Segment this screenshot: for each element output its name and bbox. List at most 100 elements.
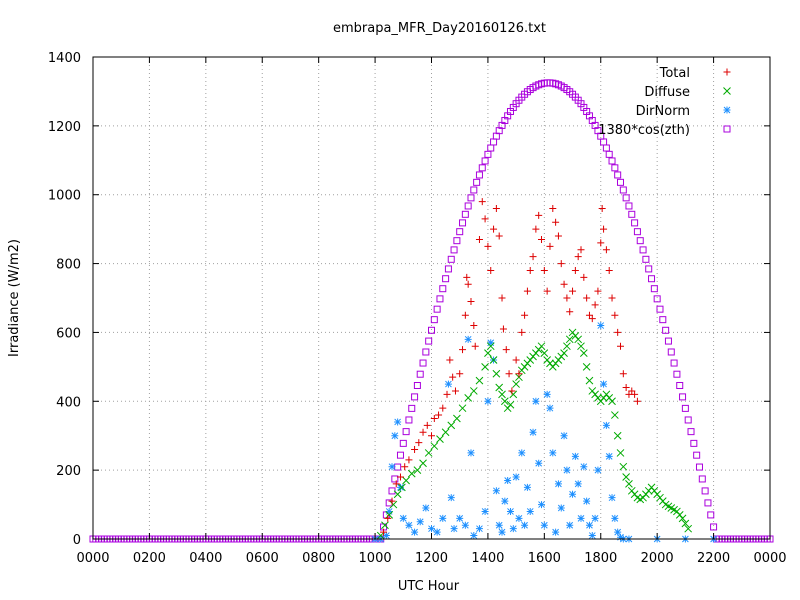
- data-point: [616, 449, 625, 457]
- data-point: [419, 459, 427, 468]
- data-point: [684, 524, 693, 533]
- data-point: [422, 504, 430, 512]
- data-point: [633, 397, 641, 405]
- y-tick-label: 0: [73, 533, 81, 548]
- data-point: [487, 266, 495, 274]
- data-point: [523, 287, 531, 295]
- curve-point: [710, 523, 718, 531]
- data-point: [538, 235, 546, 243]
- data-point: [385, 511, 394, 519]
- data-point: [471, 342, 479, 350]
- data-point: [430, 442, 439, 450]
- curve-point: [411, 393, 419, 401]
- x-tick-label: 0000: [753, 551, 786, 566]
- data-point: [515, 370, 523, 378]
- curve-point: [659, 316, 667, 324]
- curve-point: [464, 202, 472, 210]
- data-point: [560, 349, 568, 357]
- data-point: [574, 480, 582, 488]
- curve-point: [625, 202, 633, 210]
- data-point: [566, 521, 574, 529]
- data-point: [549, 449, 557, 457]
- data-point: [463, 273, 471, 281]
- curve-point: [676, 381, 684, 389]
- curve-point: [481, 157, 489, 165]
- curve-point: [690, 439, 698, 447]
- data-point: [523, 483, 531, 491]
- data-point: [443, 390, 451, 398]
- data-point: [546, 404, 554, 412]
- curve-point: [433, 305, 441, 313]
- data-point: [532, 225, 540, 233]
- data-point: [475, 235, 483, 243]
- data-point: [588, 532, 596, 540]
- data-point: [492, 369, 501, 378]
- data-point: [580, 463, 588, 471]
- data-point: [529, 428, 537, 436]
- data-point: [498, 528, 506, 536]
- data-point: [543, 390, 551, 398]
- curve-point: [419, 359, 427, 367]
- data-point: [582, 363, 591, 371]
- data-point: [616, 342, 624, 350]
- x-tick-label: 0000: [76, 551, 109, 566]
- data-point: [622, 473, 630, 481]
- data-point: [579, 349, 588, 357]
- data-point: [571, 266, 579, 274]
- curve-point: [636, 237, 644, 245]
- data-point: [554, 232, 562, 240]
- curve-point: [436, 295, 444, 303]
- data-point: [577, 342, 585, 351]
- y-tick-label: 1000: [48, 189, 81, 204]
- data-point: [515, 514, 523, 522]
- data-point: [396, 473, 404, 481]
- data-point: [388, 463, 396, 471]
- data-point: [540, 266, 548, 274]
- data-point: [382, 532, 390, 540]
- data-point: [481, 507, 489, 515]
- curve-point: [442, 275, 450, 283]
- data-point: [381, 521, 389, 530]
- data-point: [526, 266, 534, 274]
- data-point: [598, 204, 606, 212]
- curve-point: [450, 246, 458, 254]
- data-point: [512, 356, 520, 364]
- curve-point: [456, 228, 464, 236]
- curve-point: [631, 219, 639, 227]
- data-point: [540, 349, 549, 357]
- data-point: [475, 525, 483, 533]
- data-point: [552, 218, 560, 226]
- data-point: [535, 459, 543, 467]
- curve-point: [650, 285, 658, 293]
- x-tick-label: 0400: [189, 551, 222, 566]
- data-point: [402, 476, 410, 485]
- data-point: [569, 287, 577, 295]
- curve-point: [656, 305, 664, 313]
- data-point: [428, 432, 435, 440]
- data-point: [521, 521, 529, 529]
- data-point: [540, 521, 548, 529]
- data-point: [518, 449, 526, 457]
- series-diffuse: [376, 328, 693, 540]
- data-point: [549, 204, 557, 212]
- data-point: [608, 294, 616, 302]
- data-point: [449, 373, 457, 381]
- data-point: [506, 507, 514, 515]
- curve-point: [467, 194, 475, 202]
- curve-point: [611, 164, 619, 172]
- data-point: [608, 494, 616, 502]
- curve-point: [439, 285, 447, 293]
- curve-point: [425, 337, 433, 345]
- data-point: [681, 519, 690, 528]
- data-point: [563, 342, 571, 351]
- curve-point: [648, 275, 656, 283]
- legend-marker: [723, 125, 731, 133]
- curve-point: [608, 157, 616, 165]
- data-point: [481, 215, 489, 223]
- data-point: [498, 390, 506, 399]
- curve-point: [416, 370, 424, 378]
- curve-point: [704, 499, 712, 507]
- data-point: [602, 421, 610, 429]
